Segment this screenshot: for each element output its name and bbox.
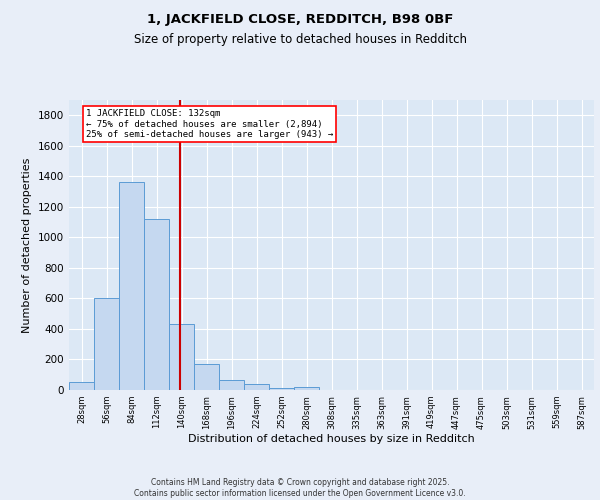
Bar [94,298,119,390]
Bar [244,384,269,390]
Bar [219,380,244,390]
Text: Contains HM Land Registry data © Crown copyright and database right 2025.
Contai: Contains HM Land Registry data © Crown c… [134,478,466,498]
Bar [169,324,194,390]
Bar [119,182,144,390]
Bar [144,219,169,390]
Text: Size of property relative to detached houses in Redditch: Size of property relative to detached ho… [133,32,467,46]
Text: 1 JACKFIELD CLOSE: 132sqm
← 75% of detached houses are smaller (2,894)
25% of se: 1 JACKFIELD CLOSE: 132sqm ← 75% of detac… [86,109,333,139]
Bar [294,387,319,390]
Y-axis label: Number of detached properties: Number of detached properties [22,158,32,332]
X-axis label: Distribution of detached houses by size in Redditch: Distribution of detached houses by size … [188,434,475,444]
Bar [194,364,219,390]
Text: 1, JACKFIELD CLOSE, REDDITCH, B98 0BF: 1, JACKFIELD CLOSE, REDDITCH, B98 0BF [147,12,453,26]
Bar [69,382,94,390]
Bar [269,388,294,390]
